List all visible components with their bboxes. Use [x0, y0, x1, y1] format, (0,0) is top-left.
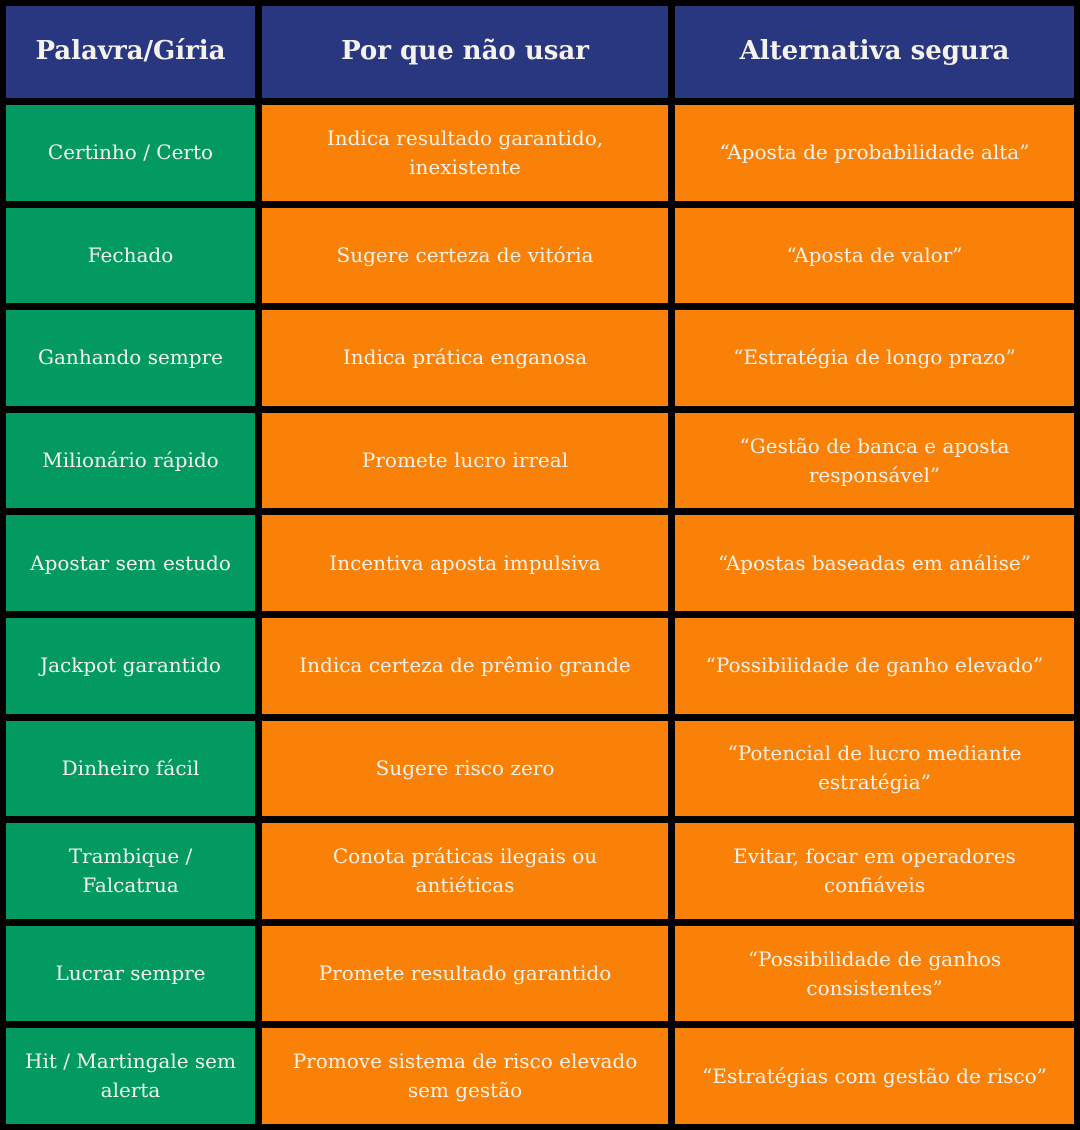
term-cell-text: Trambique / Falcatrua	[68, 843, 193, 897]
term-cell-text: Milionário rápido	[42, 448, 219, 473]
term-cell: Lucrar sempre	[6, 925, 255, 1022]
reason-cell-text: Indica resultado garantido, inexistente	[326, 125, 604, 179]
term-cell-text: Ganhando sempre	[38, 345, 223, 370]
reason-cell: Promete resultado garantido	[262, 925, 668, 1022]
term-cell: Dinheiro fácil	[6, 720, 255, 817]
term-cell: Ganhando sempre	[6, 310, 255, 406]
alternative-cell: “Potencial de lucro mediante estratégia”	[675, 720, 1074, 817]
alternative-cell-text: “Apostas baseadas em análise”	[718, 550, 1031, 575]
reason-cell-text: Conota práticas ilegais ou antiéticas	[332, 843, 598, 897]
alternative-cell-text: “Estratégia de longo prazo”	[733, 345, 1016, 370]
alternative-cell: “Gestão de banca e aposta responsável”	[675, 412, 1074, 509]
column-header-palavra-giria: Palavra/Gíria	[6, 6, 255, 98]
term-cell: Jackpot garantido	[6, 617, 255, 714]
alternative-cell-text: “Aposta de probabilidade alta”	[719, 140, 1030, 165]
reason-cell: Promove sistema de risco elevado sem ges…	[262, 1028, 668, 1124]
term-cell: Trambique / Falcatrua	[6, 823, 255, 919]
reason-cell-text: Promete lucro irreal	[361, 448, 569, 473]
alternative-cell-text: “Gestão de banca e aposta responsável”	[739, 433, 1010, 487]
alternative-cell: “Possibilidade de ganho elevado”	[675, 617, 1074, 714]
reason-cell-text: Sugere risco zero	[375, 755, 555, 780]
reason-cell-text: Sugere certeza de vitória	[336, 242, 594, 267]
term-cell-text: Apostar sem estudo	[30, 550, 231, 575]
reason-cell: Indica prática enganosa	[262, 310, 668, 406]
alternative-cell: “Estratégias com gestão de risco”	[675, 1028, 1074, 1124]
alternative-cell-text: “Potencial de lucro mediante estratégia”	[727, 741, 1022, 795]
reason-cell: Conota práticas ilegais ou antiéticas	[262, 823, 668, 919]
alternative-cell-text: “Possibilidade de ganho elevado”	[705, 653, 1044, 678]
term-cell-text: Jackpot garantido	[40, 653, 221, 678]
alternative-cell-text: Evitar, focar em operadores confiáveis	[733, 843, 1016, 897]
column-header-palavra-giria-label: Palavra/Gíria	[35, 36, 226, 67]
alternative-cell-text: “Estratégias com gestão de risco”	[702, 1063, 1047, 1088]
reason-cell: Incentiva aposta impulsiva	[262, 515, 668, 611]
column-header-por-que-nao-usar: Por que não usar	[262, 6, 668, 98]
reason-cell: Sugere certeza de vitória	[262, 207, 668, 304]
reason-cell: Promete lucro irreal	[262, 412, 668, 509]
reason-cell: Sugere risco zero	[262, 720, 668, 817]
reason-cell: Indica resultado garantido, inexistente	[262, 105, 668, 201]
alternative-cell: “Possibilidade de ganhos consistentes”	[675, 925, 1074, 1022]
term-cell: Milionário rápido	[6, 412, 255, 509]
alternative-cell: “Aposta de probabilidade alta”	[675, 105, 1074, 201]
reason-cell-text: Promove sistema de risco elevado sem ges…	[292, 1049, 638, 1103]
reason-cell-text: Indica certeza de prêmio grande	[299, 653, 631, 678]
reason-cell-text: Promete resultado garantido	[318, 961, 612, 986]
reason-cell-text: Indica prática enganosa	[342, 345, 588, 370]
term-cell: Fechado	[6, 207, 255, 304]
column-header-alternativa-segura: Alternativa segura	[675, 6, 1074, 98]
alternative-cell: Evitar, focar em operadores confiáveis	[675, 823, 1074, 919]
column-header-alternativa-segura-label: Alternativa segura	[739, 36, 1010, 67]
reason-cell-text: Incentiva aposta impulsiva	[329, 550, 601, 575]
term-cell-text: Certinho / Certo	[47, 140, 214, 165]
term-cell-text: Lucrar sempre	[55, 961, 206, 986]
term-cell-text: Fechado	[87, 242, 174, 267]
alternative-cell: “Estratégia de longo prazo”	[675, 310, 1074, 406]
reason-cell: Indica certeza de prêmio grande	[262, 617, 668, 714]
alternative-cell: “Aposta de valor”	[675, 207, 1074, 304]
term-cell: Apostar sem estudo	[6, 515, 255, 611]
term-cell-text: Dinheiro fácil	[61, 755, 200, 780]
alternative-cell-text: “Possibilidade de ganhos consistentes”	[747, 946, 1002, 1000]
term-cell: Certinho / Certo	[6, 105, 255, 201]
column-header-por-que-nao-usar-label: Por que não usar	[341, 36, 589, 67]
term-cell: Hit / Martingale sem alerta	[6, 1028, 255, 1124]
alternative-cell: “Apostas baseadas em análise”	[675, 515, 1074, 611]
term-cell-text: Hit / Martingale sem alerta	[25, 1049, 236, 1103]
alternative-cell-text: “Aposta de valor”	[786, 242, 963, 267]
